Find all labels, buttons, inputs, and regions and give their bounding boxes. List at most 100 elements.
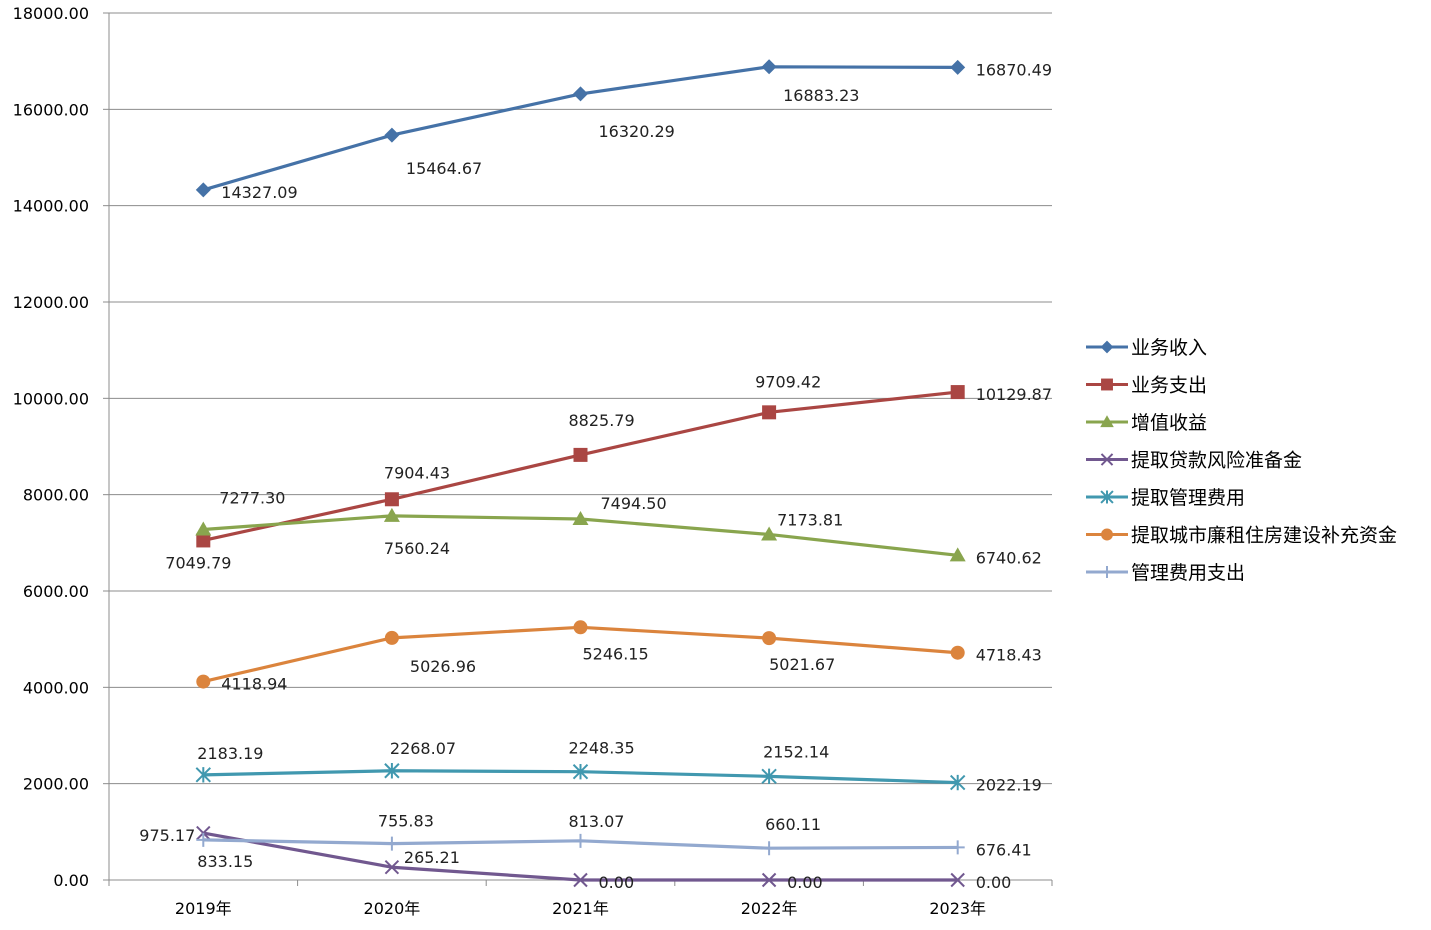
data-point: [1100, 490, 1114, 504]
data-point: [195, 767, 212, 783]
series-0: [195, 59, 966, 198]
data-labels: 14327.09 15464.67 16320.29 16883.23 16870.49…: [139, 60, 1052, 892]
data-label: 7494.50: [601, 494, 667, 513]
data-point: [1101, 378, 1113, 391]
data-point: [572, 763, 589, 780]
legend-item: 管理费用支出: [1086, 562, 1245, 584]
data-point: [950, 385, 965, 400]
series-5: [196, 620, 965, 689]
data-point: [196, 832, 211, 847]
y-tick-label: 16000.00: [13, 100, 89, 119]
data-label: 265.21: [404, 848, 460, 867]
data-point: [950, 59, 966, 75]
data-label: 0.00: [787, 873, 823, 892]
data-point: [1100, 453, 1114, 466]
data-label: 4718.43: [976, 646, 1042, 665]
data-label: 15464.67: [406, 159, 482, 178]
data-label: 2248.35: [569, 739, 635, 758]
data-label: 6740.62: [976, 548, 1042, 567]
data-point: [1101, 528, 1113, 541]
legend-label: 管理费用支出: [1131, 562, 1245, 584]
y-tick-label: 14000.00: [13, 197, 89, 216]
data-label: 9709.42: [755, 372, 821, 391]
legend-item: 提取城市廉租住房建设补充资金: [1086, 525, 1397, 547]
legend: 业务收入业务支出增值收益提取贷款风险准备金提取管理费用提取城市廉租住房建设补充资…: [1086, 337, 1397, 584]
data-point: [573, 447, 588, 462]
x-tick-label: 2023年: [929, 899, 986, 918]
data-point: [762, 405, 777, 420]
x-tick-label: 2020年: [364, 899, 421, 918]
data-label: 7904.43: [384, 463, 450, 482]
data-label: 10129.87: [976, 385, 1052, 404]
legend-item: 提取贷款风险准备金: [1086, 450, 1302, 472]
y-tick-label: 6000.00: [23, 582, 89, 601]
data-point: [949, 547, 966, 562]
data-point: [1100, 415, 1114, 428]
data-label: 813.07: [569, 812, 625, 831]
data-label: 7049.79: [165, 553, 231, 572]
data-label: 7277.30: [219, 488, 285, 507]
data-point: [384, 492, 399, 507]
data-label: 2022.19: [976, 776, 1042, 795]
y-tick-label: 0.00: [53, 871, 89, 890]
data-label: 2268.07: [390, 739, 456, 758]
data-point: [950, 840, 965, 855]
data-label: 16870.49: [976, 60, 1052, 79]
data-point: [1100, 340, 1114, 354]
data-label: 0.00: [976, 873, 1012, 892]
data-label: 0.00: [599, 873, 635, 892]
data-point: [762, 841, 777, 856]
data-point: [384, 763, 400, 779]
data-point: [384, 127, 400, 143]
legend-label: 业务收入: [1131, 337, 1207, 359]
data-label: 833.15: [197, 852, 253, 871]
y-tick-label: 18000.00: [13, 4, 89, 23]
legend-label: 业务支出: [1131, 375, 1207, 397]
data-point: [573, 872, 588, 888]
series-line: [202, 625, 958, 684]
data-point: [384, 860, 400, 875]
data-label: 676.41: [976, 840, 1032, 859]
data-point: [761, 872, 777, 888]
data-label: 660.11: [765, 815, 821, 834]
data-label: 5021.67: [769, 655, 835, 674]
legend-item: 增值收益: [1086, 412, 1207, 434]
data-label: 5026.96: [410, 657, 476, 676]
series-1: [196, 385, 965, 548]
data-point: [950, 645, 965, 660]
x-tick-label: 2021年: [552, 899, 609, 918]
grid-lines: [109, 12, 1052, 785]
data-label: 2183.19: [197, 744, 263, 763]
y-tick-label: 10000.00: [13, 389, 89, 408]
data-label: 4118.94: [221, 675, 287, 694]
data-point: [196, 674, 211, 689]
data-point: [383, 507, 400, 522]
y-tick-label: 12000.00: [13, 293, 89, 312]
series-group: [195, 59, 966, 888]
legend-label: 提取城市廉租住房建设补充资金: [1131, 525, 1397, 547]
legend-label: 增值收益: [1131, 412, 1207, 434]
y-axis-ticks: 0.00 2000.00 4000.00 6000.00 8000.00 10000.00…: [13, 4, 89, 890]
series-6: [196, 832, 965, 856]
data-point: [1101, 566, 1113, 578]
data-label: 8825.79: [569, 411, 635, 430]
y-tick-label: 4000.00: [23, 678, 89, 697]
data-label: 7173.81: [777, 510, 843, 529]
data-point: [196, 533, 211, 548]
data-point: [195, 182, 211, 198]
data-point: [195, 521, 212, 536]
data-point: [384, 630, 399, 645]
data-point: [573, 620, 588, 635]
legend-label: 提取贷款风险准备金: [1131, 450, 1302, 472]
data-point: [573, 833, 588, 848]
y-tick-label: 8000.00: [23, 486, 89, 505]
data-point: [762, 631, 777, 646]
data-label: 16320.29: [599, 122, 675, 141]
data-point: [950, 872, 965, 888]
data-label: 14327.09: [221, 183, 297, 202]
series-4: [195, 763, 966, 791]
data-point: [761, 59, 777, 75]
legend-item: 提取管理费用: [1086, 487, 1245, 509]
data-point: [949, 774, 966, 791]
